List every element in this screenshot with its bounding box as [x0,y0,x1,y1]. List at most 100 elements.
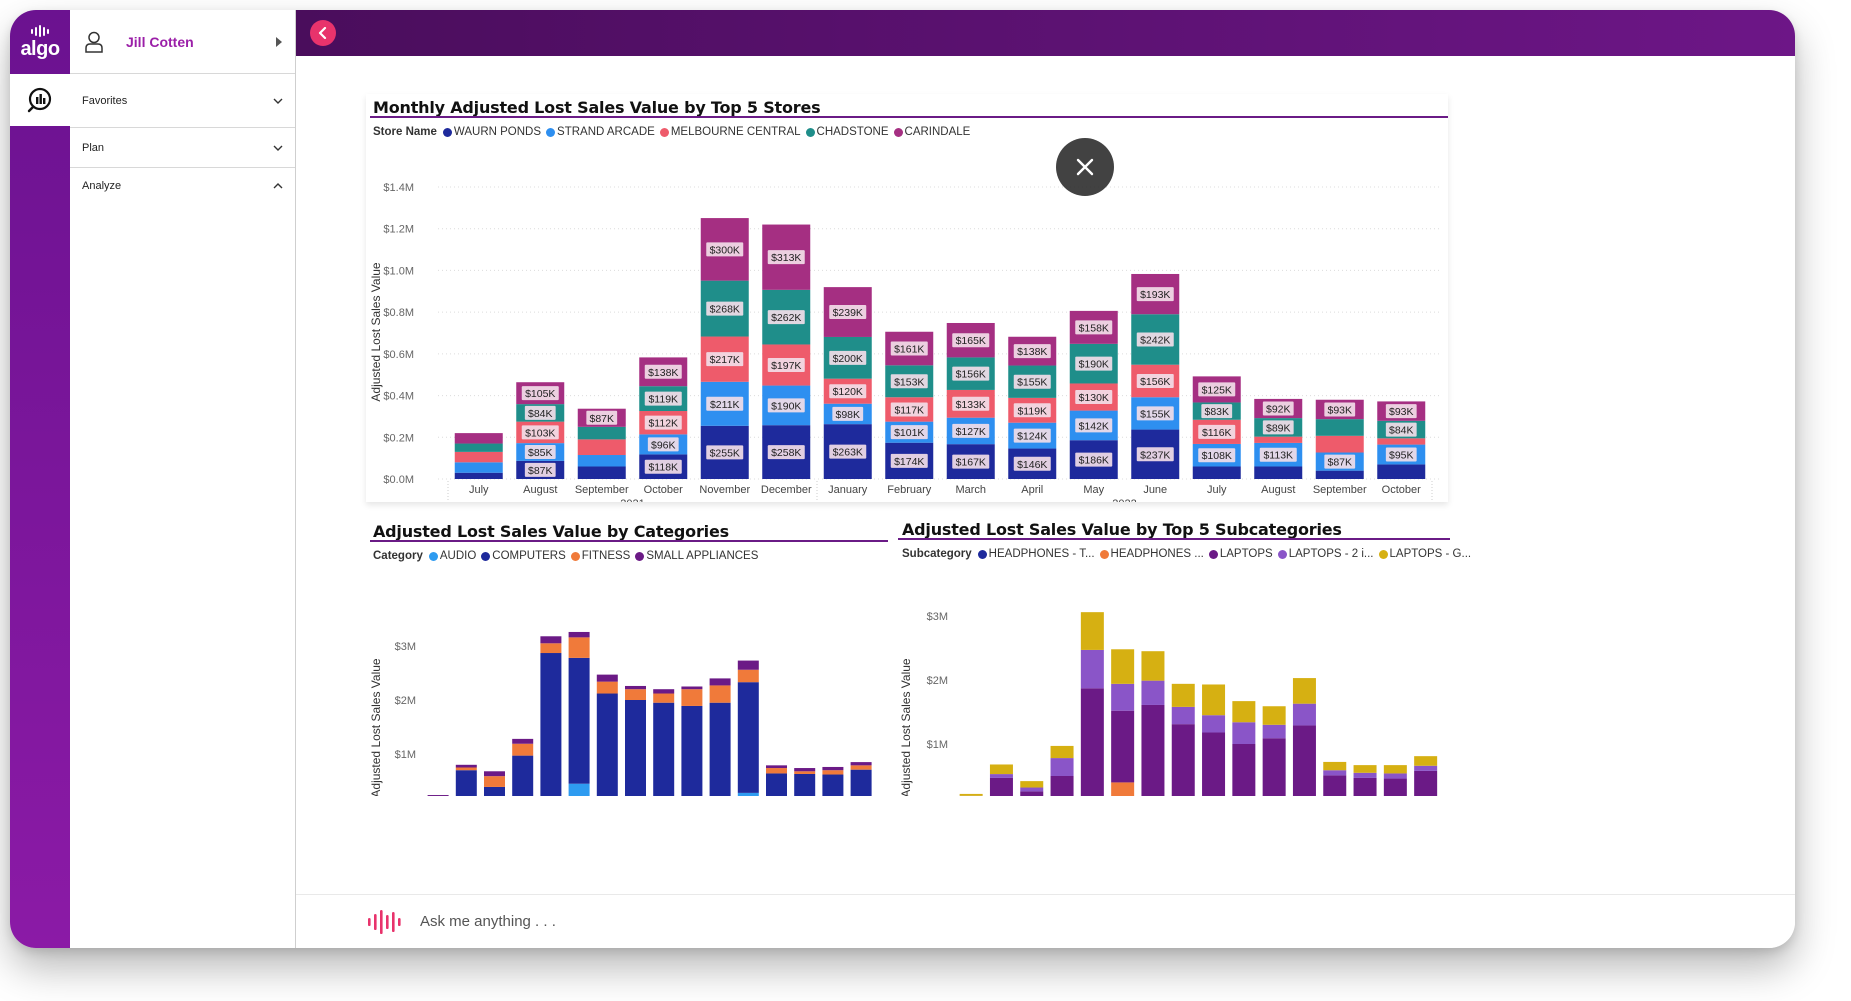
data-label: $127K [956,426,986,438]
bar-segment [1141,704,1165,796]
data-label-bg [706,242,744,257]
data-label: $211K [710,399,740,411]
legend-item[interactable]: WAURN PONDS [442,126,541,138]
bar-segment [1323,775,1347,796]
data-label: $130K [1079,392,1109,404]
stacked-bar-chart[interactable]: $1M $2M $3M Adjusted Lost Sales Value [896,564,1450,796]
data-label: $96K [651,439,676,451]
data-label: $85K [528,447,553,459]
y-tick-label: $0.6M [383,349,414,361]
close-button[interactable] [1056,138,1114,196]
bar-segment [681,686,703,690]
data-label-bg [1198,382,1236,397]
ask-input[interactable]: Ask me anything . . . [420,913,556,930]
bar-segment [959,793,983,796]
legend-item[interactable]: AUDIO [428,550,477,562]
data-label-bg [952,454,990,469]
data-label-bg [644,415,682,430]
bar-segment [1171,706,1195,725]
legend-label: AUDIO [439,550,477,562]
bar-segment [1323,770,1347,776]
data-label-bg [1075,320,1113,335]
voice-wave-icon[interactable] [366,909,406,935]
data-label-bg [706,301,744,316]
legend-item[interactable]: FITNESS [570,550,630,562]
data-label-bg [1136,287,1174,302]
legend-item[interactable]: CARINDALE [893,126,970,138]
data-label-bg [1075,356,1113,371]
main-header [296,10,1795,56]
bar-segment [1080,649,1104,689]
stacked-bar-chart[interactable]: $0.0M $0.2M $0.4M $0.6M $0.8M $1.0M $1.2M $1.4M… [366,132,1448,502]
data-label-bg [952,333,990,348]
app-logo[interactable]: algo [10,10,70,74]
bar-segment [577,439,626,456]
data-label: $200K [833,353,863,365]
legend-dot-icon [428,551,438,561]
data-label-bg [767,398,805,413]
bar-segment [794,768,816,772]
data-label: $84K [528,408,553,420]
bar-segment [596,681,618,694]
data-label: $142K [1079,420,1109,432]
data-label: $217K [710,354,740,366]
y-tick-label: $1M [395,749,416,761]
back-button[interactable] [310,20,336,46]
data-label-bg [706,396,744,411]
sidebar-item-analyze[interactable]: Analyze [70,168,295,204]
bar-segment [1315,470,1364,479]
sidebar-item-plan[interactable]: Plan [70,128,295,168]
data-label: $239K [833,307,863,319]
caret-right-icon[interactable] [274,36,284,48]
data-label: $165K [956,335,986,347]
data-label: $300K [710,244,740,256]
legend-item[interactable]: LAPTOPS - G... [1378,548,1471,560]
ask-bar[interactable]: Ask me anything . . . [296,894,1795,948]
chart-card-subcategories: Adjusted Lost Sales Value by Top 5 Subca… [896,514,1471,796]
legend-item[interactable]: HEADPHONES - T... [977,548,1095,560]
bar-segment [709,702,731,796]
legend-item[interactable]: COMPUTERS [481,550,566,562]
x-tick-label: January [828,484,868,496]
y-tick-label: $0.2M [383,432,414,444]
legend-item[interactable]: HEADPHONES ... [1099,548,1204,560]
y-axis-label: Adjusted Lost Sales Value [369,658,383,796]
legend-label: HEADPHONES ... [1110,548,1204,560]
stacked-bar-chart[interactable]: $1M $2M $3M Adjusted Lost Sales Value [366,566,888,796]
bar-segment [596,693,618,796]
chart-card-stores: Monthly Adjusted Lost Sales Value by Top… [366,94,1448,502]
legend-item[interactable]: LAPTOPS [1208,548,1273,560]
data-label: $93K [1389,406,1414,418]
bar-segment [1050,776,1074,796]
bar-segment [1254,466,1303,479]
bar-segment [455,764,477,768]
chart-legend: Category AUDIO COMPUTERS FITNESS SMALL APPLI… [373,550,763,562]
bar-segment [427,795,449,796]
bar-segment [454,443,503,452]
data-label: $155K [1140,408,1170,420]
bar-segment [1383,765,1407,774]
user-row[interactable]: Jill Cotten [70,10,295,74]
title-divider [370,116,1448,118]
legend-dot-icon [1208,549,1218,559]
data-label: $242K [1140,334,1170,346]
x-tick-label: June [1143,484,1167,496]
bar-segment [1315,435,1364,453]
data-label: $262K [771,312,801,324]
sidebar-item-favorites[interactable]: Favorites [70,74,295,128]
bar-segment [577,426,626,440]
legend-item[interactable]: SMALL APPLIANCES [635,550,758,562]
data-label-bg [647,437,679,452]
legend-item[interactable]: LAPTOPS - 2 i... [1277,548,1374,560]
legend-item[interactable]: CHADSTONE [805,126,889,138]
legend-dot-icon [442,127,452,137]
legend-dot-icon [570,551,580,561]
legend-item[interactable]: STRAND ARCADE [546,126,655,138]
data-label-bg [521,425,559,440]
bar-segment [1050,758,1074,776]
legend-item[interactable]: MELBOURNE CENTRAL [659,126,801,138]
bar-segment [577,455,626,467]
rail-analytics-button[interactable] [10,74,70,126]
data-label-bg [1262,420,1294,435]
chart-title: Monthly Adjusted Lost Sales Value by Top… [373,98,821,117]
